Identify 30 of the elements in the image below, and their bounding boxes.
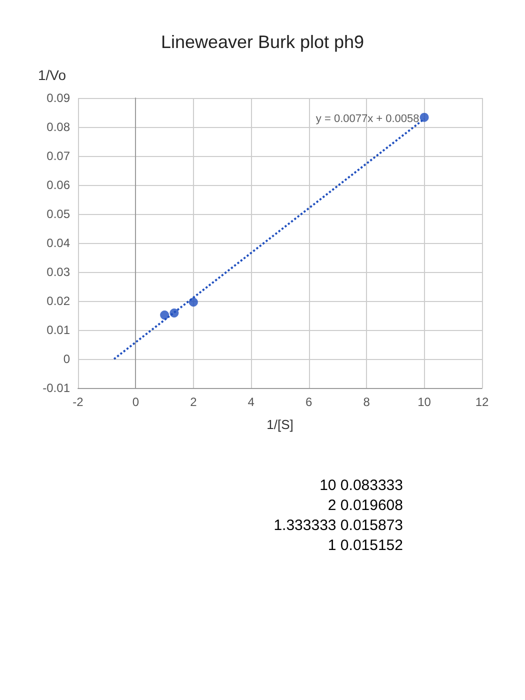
x-axis-title: 1/[S] xyxy=(266,417,294,432)
annotation: y = 0.0077x + 0.0058 xyxy=(316,112,420,125)
y-tick-label: 0.04 xyxy=(46,236,70,250)
chart-title: Lineweaver Burk plot ph9 xyxy=(160,32,364,52)
y-tick-label: 0.08 xyxy=(46,120,70,134)
x-tick-label: 8 xyxy=(363,395,370,409)
point xyxy=(420,112,429,122)
x-tick-label: 4 xyxy=(248,395,255,409)
text: 2 0.019608 xyxy=(328,497,403,514)
x-tick-label: 2 xyxy=(190,395,198,409)
y-tick-label: 0.02 xyxy=(46,294,70,308)
y-tick-label: 0.06 xyxy=(46,178,70,192)
y-tick-label: 0.01 xyxy=(46,323,70,337)
text: 10 0.083333 xyxy=(320,477,403,494)
y-tick-label: 0.09 xyxy=(46,91,70,105)
y-axis-title: 1/Vo xyxy=(38,67,66,83)
x-tick-label: 12 xyxy=(475,395,489,409)
point xyxy=(160,310,170,320)
y-tick-label: 0 xyxy=(63,352,70,366)
y-tick-label: 0.03 xyxy=(46,265,70,279)
text: 1 0.015152 xyxy=(328,537,403,554)
x-tick-label: -2 xyxy=(72,395,84,409)
text: 1.333333 0.015873 xyxy=(274,517,403,534)
point xyxy=(188,298,198,307)
y-tick-label: -0.01 xyxy=(42,381,70,395)
x-tick-label: 0 xyxy=(132,395,140,409)
x-tick-label: 6 xyxy=(306,395,313,409)
y-tick-label: 0.07 xyxy=(46,149,70,163)
y-tick-label: 0.05 xyxy=(46,207,70,221)
x-tick-label: 10 xyxy=(418,395,432,409)
